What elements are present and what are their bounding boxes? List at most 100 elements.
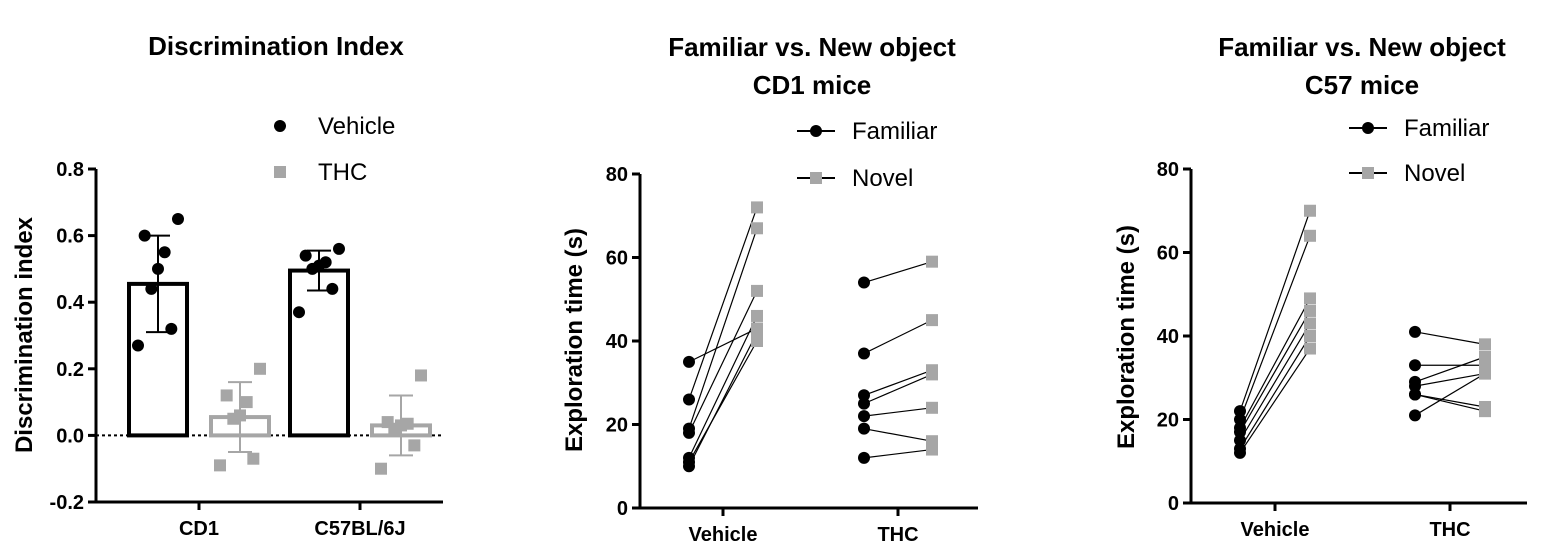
pair-line — [1414, 393, 1486, 412]
data-point-familiar — [858, 422, 870, 435]
data-point-familiar — [858, 410, 870, 423]
data-point-novel — [751, 309, 763, 322]
legend-familiar-label: Familiar — [1404, 115, 1489, 142]
pair-line — [1414, 372, 1486, 387]
legend-novel-label: Novel — [852, 165, 913, 192]
panel3-subtitle: C57 mice — [1305, 70, 1419, 100]
data-point-familiar — [858, 451, 870, 464]
bar-vehicle — [288, 268, 350, 438]
pair-line — [1414, 331, 1486, 345]
legend-thc-label: THC — [318, 159, 367, 186]
pair-line — [1239, 310, 1311, 433]
data-point-familiar — [1234, 426, 1246, 439]
y-tick-label: 60 — [1157, 243, 1179, 265]
y-tick-label: 80 — [1157, 159, 1179, 181]
data-point-vehicle — [306, 262, 319, 275]
data-point-familiar — [683, 460, 695, 473]
data-point-familiar — [1234, 413, 1246, 426]
pair-line — [1414, 356, 1486, 383]
data-point-familiar — [683, 355, 695, 368]
data-point-novel — [926, 314, 938, 327]
data-point-thc — [220, 389, 233, 402]
data-point-familiar — [1409, 409, 1421, 422]
data-point-novel — [1479, 338, 1491, 351]
data-point-novel — [1304, 304, 1316, 317]
data-point-novel — [926, 443, 938, 456]
panel2-legend: Familiar Novel — [797, 118, 937, 192]
data-point-vehicle — [326, 282, 339, 295]
data-point-familiar — [683, 393, 695, 406]
data-point-thc — [375, 462, 387, 475]
data-point-novel — [751, 284, 763, 297]
x-tick-label: C57BL/6J — [314, 518, 405, 540]
data-point-familiar — [1234, 405, 1246, 418]
legend-novel-marker — [1362, 167, 1374, 179]
data-point-novel — [926, 368, 938, 381]
data-point-familiar — [1409, 380, 1421, 393]
x-tick-label: Vehicle — [1241, 519, 1310, 541]
data-point-vehicle — [172, 212, 184, 225]
data-point-novel — [1479, 400, 1491, 413]
panel3-axes: 80 60 40 20 0 Vehicle THC — [1157, 159, 1527, 541]
panel3-title: Familiar vs. New object — [1218, 32, 1506, 62]
pair-line — [863, 448, 933, 459]
y-tick-label: 0 — [1168, 493, 1179, 515]
pair-line — [863, 428, 933, 442]
panel3-marks — [1234, 204, 1491, 459]
y-tick-label: 0.6 — [56, 226, 84, 248]
pair-line — [863, 369, 933, 396]
panel-discrimination-index: Discrimination Index Discrimination inde… — [11, 31, 443, 540]
data-point-familiar — [1234, 446, 1246, 459]
data-point-thc — [388, 422, 401, 435]
data-point-vehicle — [145, 282, 158, 295]
data-point-familiar — [1234, 434, 1246, 447]
y-tick-label: 0.0 — [56, 425, 84, 447]
data-point-thc — [254, 362, 266, 375]
y-tick-label: 80 — [606, 164, 628, 186]
data-point-novel — [1479, 367, 1491, 380]
data-point-novel — [1479, 350, 1491, 363]
y-tick-label: -0.2 — [50, 492, 84, 514]
legend-novel-label: Novel — [1404, 160, 1465, 187]
x-tick-label: THC — [877, 524, 918, 546]
panel2-axes: 80 60 40 20 0 Vehicle THC — [606, 164, 978, 546]
data-point-familiar — [683, 426, 695, 439]
pair-line — [688, 315, 758, 459]
data-point-vehicle — [165, 322, 178, 335]
data-point-novel — [1304, 330, 1316, 342]
data-point-familiar — [858, 397, 870, 410]
legend-familiar-label: Familiar — [852, 118, 937, 145]
y-tick-label: 20 — [606, 415, 628, 437]
panel1-legend: Vehicle THC — [274, 113, 395, 186]
data-point-familiar — [858, 389, 870, 402]
data-point-familiar — [1409, 325, 1421, 338]
pair-line — [1239, 348, 1311, 454]
panel2-title: Familiar vs. New object — [668, 32, 956, 62]
data-point-novel — [1304, 229, 1316, 242]
data-point-novel — [751, 222, 763, 235]
panel1-axes: 0.8 0.6 0.4 0.2 0.0 -0.2 CD1 C57BL/6J — [50, 159, 443, 540]
pair-line — [863, 319, 933, 355]
data-point-novel — [751, 326, 763, 339]
panel2-y-axis-title: Exploration time (s) — [561, 228, 588, 452]
y-tick-label: 40 — [606, 331, 628, 353]
y-tick-label: 20 — [1157, 410, 1179, 432]
pair-line — [688, 228, 758, 429]
data-point-vehicle — [152, 262, 164, 275]
pair-line — [1239, 298, 1311, 429]
data-point-vehicle — [158, 246, 171, 259]
data-point-thc — [227, 412, 240, 425]
pair-line — [863, 373, 933, 405]
legend-familiar-marker — [1362, 122, 1374, 134]
panel2-subtitle: CD1 mice — [753, 70, 872, 100]
y-tick-label: 0.8 — [56, 159, 84, 181]
pair-line — [688, 340, 758, 463]
pair-line — [688, 332, 758, 467]
panel1-marks — [96, 212, 443, 475]
data-point-familiar — [858, 347, 870, 360]
panel-cd1-mice: Familiar vs. New object CD1 mice Explora… — [561, 32, 978, 546]
data-point-vehicle — [138, 229, 151, 242]
data-point-thc — [240, 396, 253, 409]
legend-thc-marker — [274, 166, 286, 178]
data-point-novel — [926, 255, 938, 268]
